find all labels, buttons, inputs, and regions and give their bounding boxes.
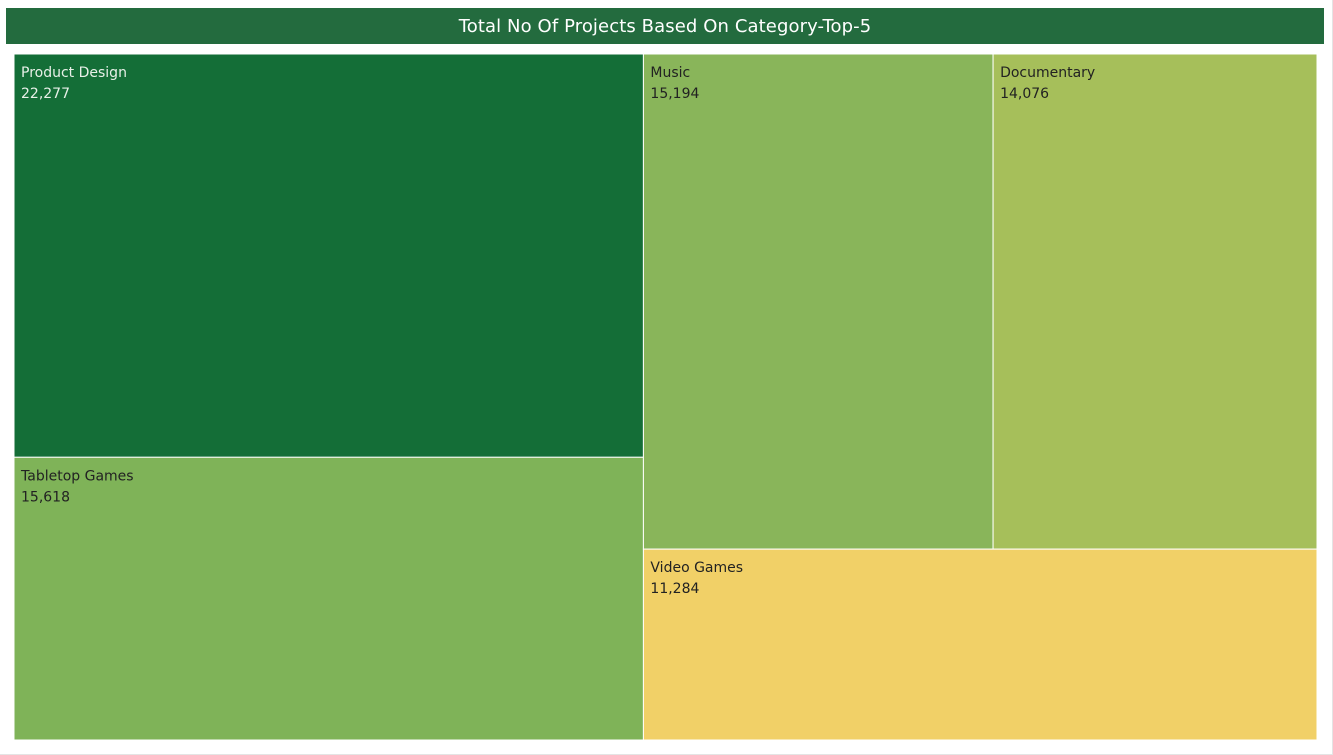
tile-rect[interactable] — [13, 456, 644, 741]
tile-rect[interactable] — [642, 548, 1318, 741]
tile-category-label: Music — [650, 65, 690, 81]
tile-tabletop-games[interactable]: Tabletop Games 15,618 — [13, 456, 644, 741]
tile-value-label: 15,618 — [21, 489, 70, 505]
tile-category-label: Video Games — [650, 560, 743, 576]
tile-category-label: Tabletop Games — [20, 468, 134, 484]
chart-title: Total No Of Projects Based On Category-T… — [458, 15, 872, 37]
tile-rect[interactable] — [642, 53, 994, 550]
tile-video-games[interactable]: Video Games 11,284 — [642, 548, 1318, 741]
tile-category-label: Product Design — [21, 65, 127, 81]
tile-rect[interactable] — [13, 53, 644, 458]
tile-value-label: 11,284 — [650, 581, 699, 597]
tile-product-design[interactable]: Product Design 22,277 — [13, 53, 644, 458]
tile-rect[interactable] — [992, 53, 1318, 550]
tile-value-label: 15,194 — [650, 86, 699, 102]
chart-title-bar: Total No Of Projects Based On Category-T… — [6, 8, 1324, 44]
tile-value-label: 22,277 — [21, 86, 70, 102]
tile-music[interactable]: Music 15,194 — [642, 53, 994, 550]
tile-category-label: Documentary — [1000, 65, 1095, 81]
tile-documentary[interactable]: Documentary 14,076 — [992, 53, 1318, 550]
tile-value-label: 14,076 — [1000, 86, 1049, 102]
